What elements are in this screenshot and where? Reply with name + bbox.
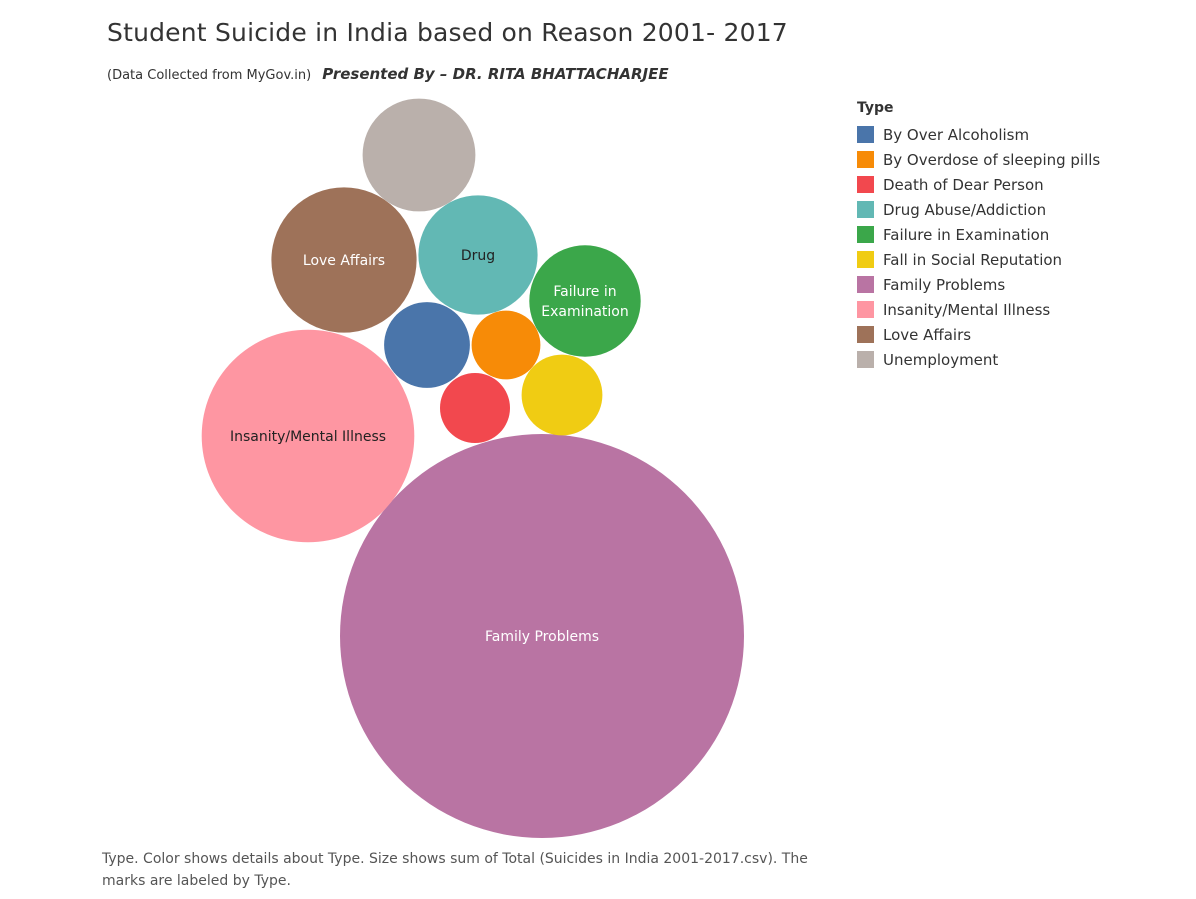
legend-item[interactable]: Love Affairs bbox=[857, 322, 1100, 347]
bubble[interactable] bbox=[384, 302, 470, 388]
bubble-circle[interactable] bbox=[201, 329, 415, 543]
legend-label: Love Affairs bbox=[883, 325, 972, 344]
bubble[interactable]: Insanity/Mental Illness bbox=[201, 329, 415, 543]
bubble-circle[interactable] bbox=[418, 195, 538, 315]
legend-item[interactable]: By Over Alcoholism bbox=[857, 122, 1100, 147]
bubble-circle[interactable] bbox=[271, 187, 417, 333]
bubble-label: Drug bbox=[461, 248, 495, 264]
legend-item[interactable]: Failure in Examination bbox=[857, 222, 1100, 247]
legend-swatch bbox=[857, 126, 874, 143]
bubble[interactable] bbox=[440, 373, 510, 443]
bubble-label: Insanity/Mental Illness bbox=[230, 429, 386, 445]
bubble-label: Love Affairs bbox=[303, 253, 385, 269]
legend-item[interactable]: Family Problems bbox=[857, 272, 1100, 297]
legend-swatch bbox=[857, 251, 874, 268]
bubble-circle[interactable] bbox=[440, 373, 510, 443]
bubble[interactable] bbox=[362, 98, 476, 212]
legend-swatch bbox=[857, 201, 874, 218]
legend-label: By Over Alcoholism bbox=[883, 125, 1030, 144]
chart-title: Student Suicide in India based on Reason… bbox=[107, 18, 788, 47]
legend-item[interactable]: Death of Dear Person bbox=[857, 172, 1100, 197]
bubble-chart: Family Problems Insanity/Mental Illness Lo… bbox=[201, 98, 744, 838]
chart-subtitle: (Data Collected from MyGov.in) Presented… bbox=[107, 64, 669, 83]
bubble-circle[interactable] bbox=[340, 434, 744, 838]
bubble[interactable]: Failure in Examination bbox=[529, 245, 641, 357]
bubble[interactable]: Drug bbox=[418, 195, 538, 315]
bubble[interactable] bbox=[471, 310, 541, 380]
legend-label: Drug Abuse/Addiction bbox=[883, 200, 1047, 219]
bubble[interactable]: Love Affairs bbox=[271, 187, 417, 333]
bubble-circle[interactable] bbox=[362, 98, 476, 212]
legend-items: By Over Alcoholism By Overdose of sleepin… bbox=[857, 122, 1100, 372]
bubble[interactable]: Family Problems bbox=[340, 434, 744, 838]
chart-caption: Type. Color shows details about Type. Si… bbox=[102, 851, 808, 889]
bubble-circle[interactable] bbox=[384, 302, 470, 388]
legend-label: Family Problems bbox=[883, 275, 1006, 294]
legend-swatch bbox=[857, 326, 874, 343]
legend-label: Insanity/Mental Illness bbox=[883, 300, 1051, 319]
legend-swatch bbox=[857, 226, 874, 243]
legend-swatch bbox=[857, 276, 874, 293]
legend-label: Unemployment bbox=[883, 350, 999, 369]
legend-item[interactable]: Unemployment bbox=[857, 347, 1100, 372]
legend-title: Type bbox=[857, 100, 894, 116]
legend-label: Fall in Social Reputation bbox=[883, 250, 1063, 269]
legend-item[interactable]: By Overdose of sleeping pills bbox=[857, 147, 1100, 172]
presenter-note: Presented By – DR. RITA BHATTACHARJEE bbox=[322, 65, 669, 83]
legend-label: By Overdose of sleeping pills bbox=[883, 150, 1101, 169]
bubble-circle[interactable] bbox=[471, 310, 541, 380]
bubble-label: Failure in Examination bbox=[541, 284, 629, 320]
data-source-note: (Data Collected from MyGov.in) bbox=[107, 68, 312, 83]
legend-swatch bbox=[857, 151, 874, 168]
legend-swatch bbox=[857, 351, 874, 368]
legend: Type By Over Alcoholism By Overdose of sl… bbox=[857, 100, 1100, 372]
legend-label: Failure in Examination bbox=[883, 225, 1050, 244]
bubble-circle[interactable] bbox=[521, 354, 603, 436]
bubble-label: Family Problems bbox=[485, 629, 599, 645]
legend-label: Death of Dear Person bbox=[883, 175, 1044, 194]
bubble-circle[interactable] bbox=[529, 245, 641, 357]
legend-swatch bbox=[857, 176, 874, 193]
legend-item[interactable]: Drug Abuse/Addiction bbox=[857, 197, 1100, 222]
legend-swatch bbox=[857, 301, 874, 318]
legend-item[interactable]: Fall in Social Reputation bbox=[857, 247, 1100, 272]
bubble[interactable] bbox=[521, 354, 603, 436]
legend-item[interactable]: Insanity/Mental Illness bbox=[857, 297, 1100, 322]
